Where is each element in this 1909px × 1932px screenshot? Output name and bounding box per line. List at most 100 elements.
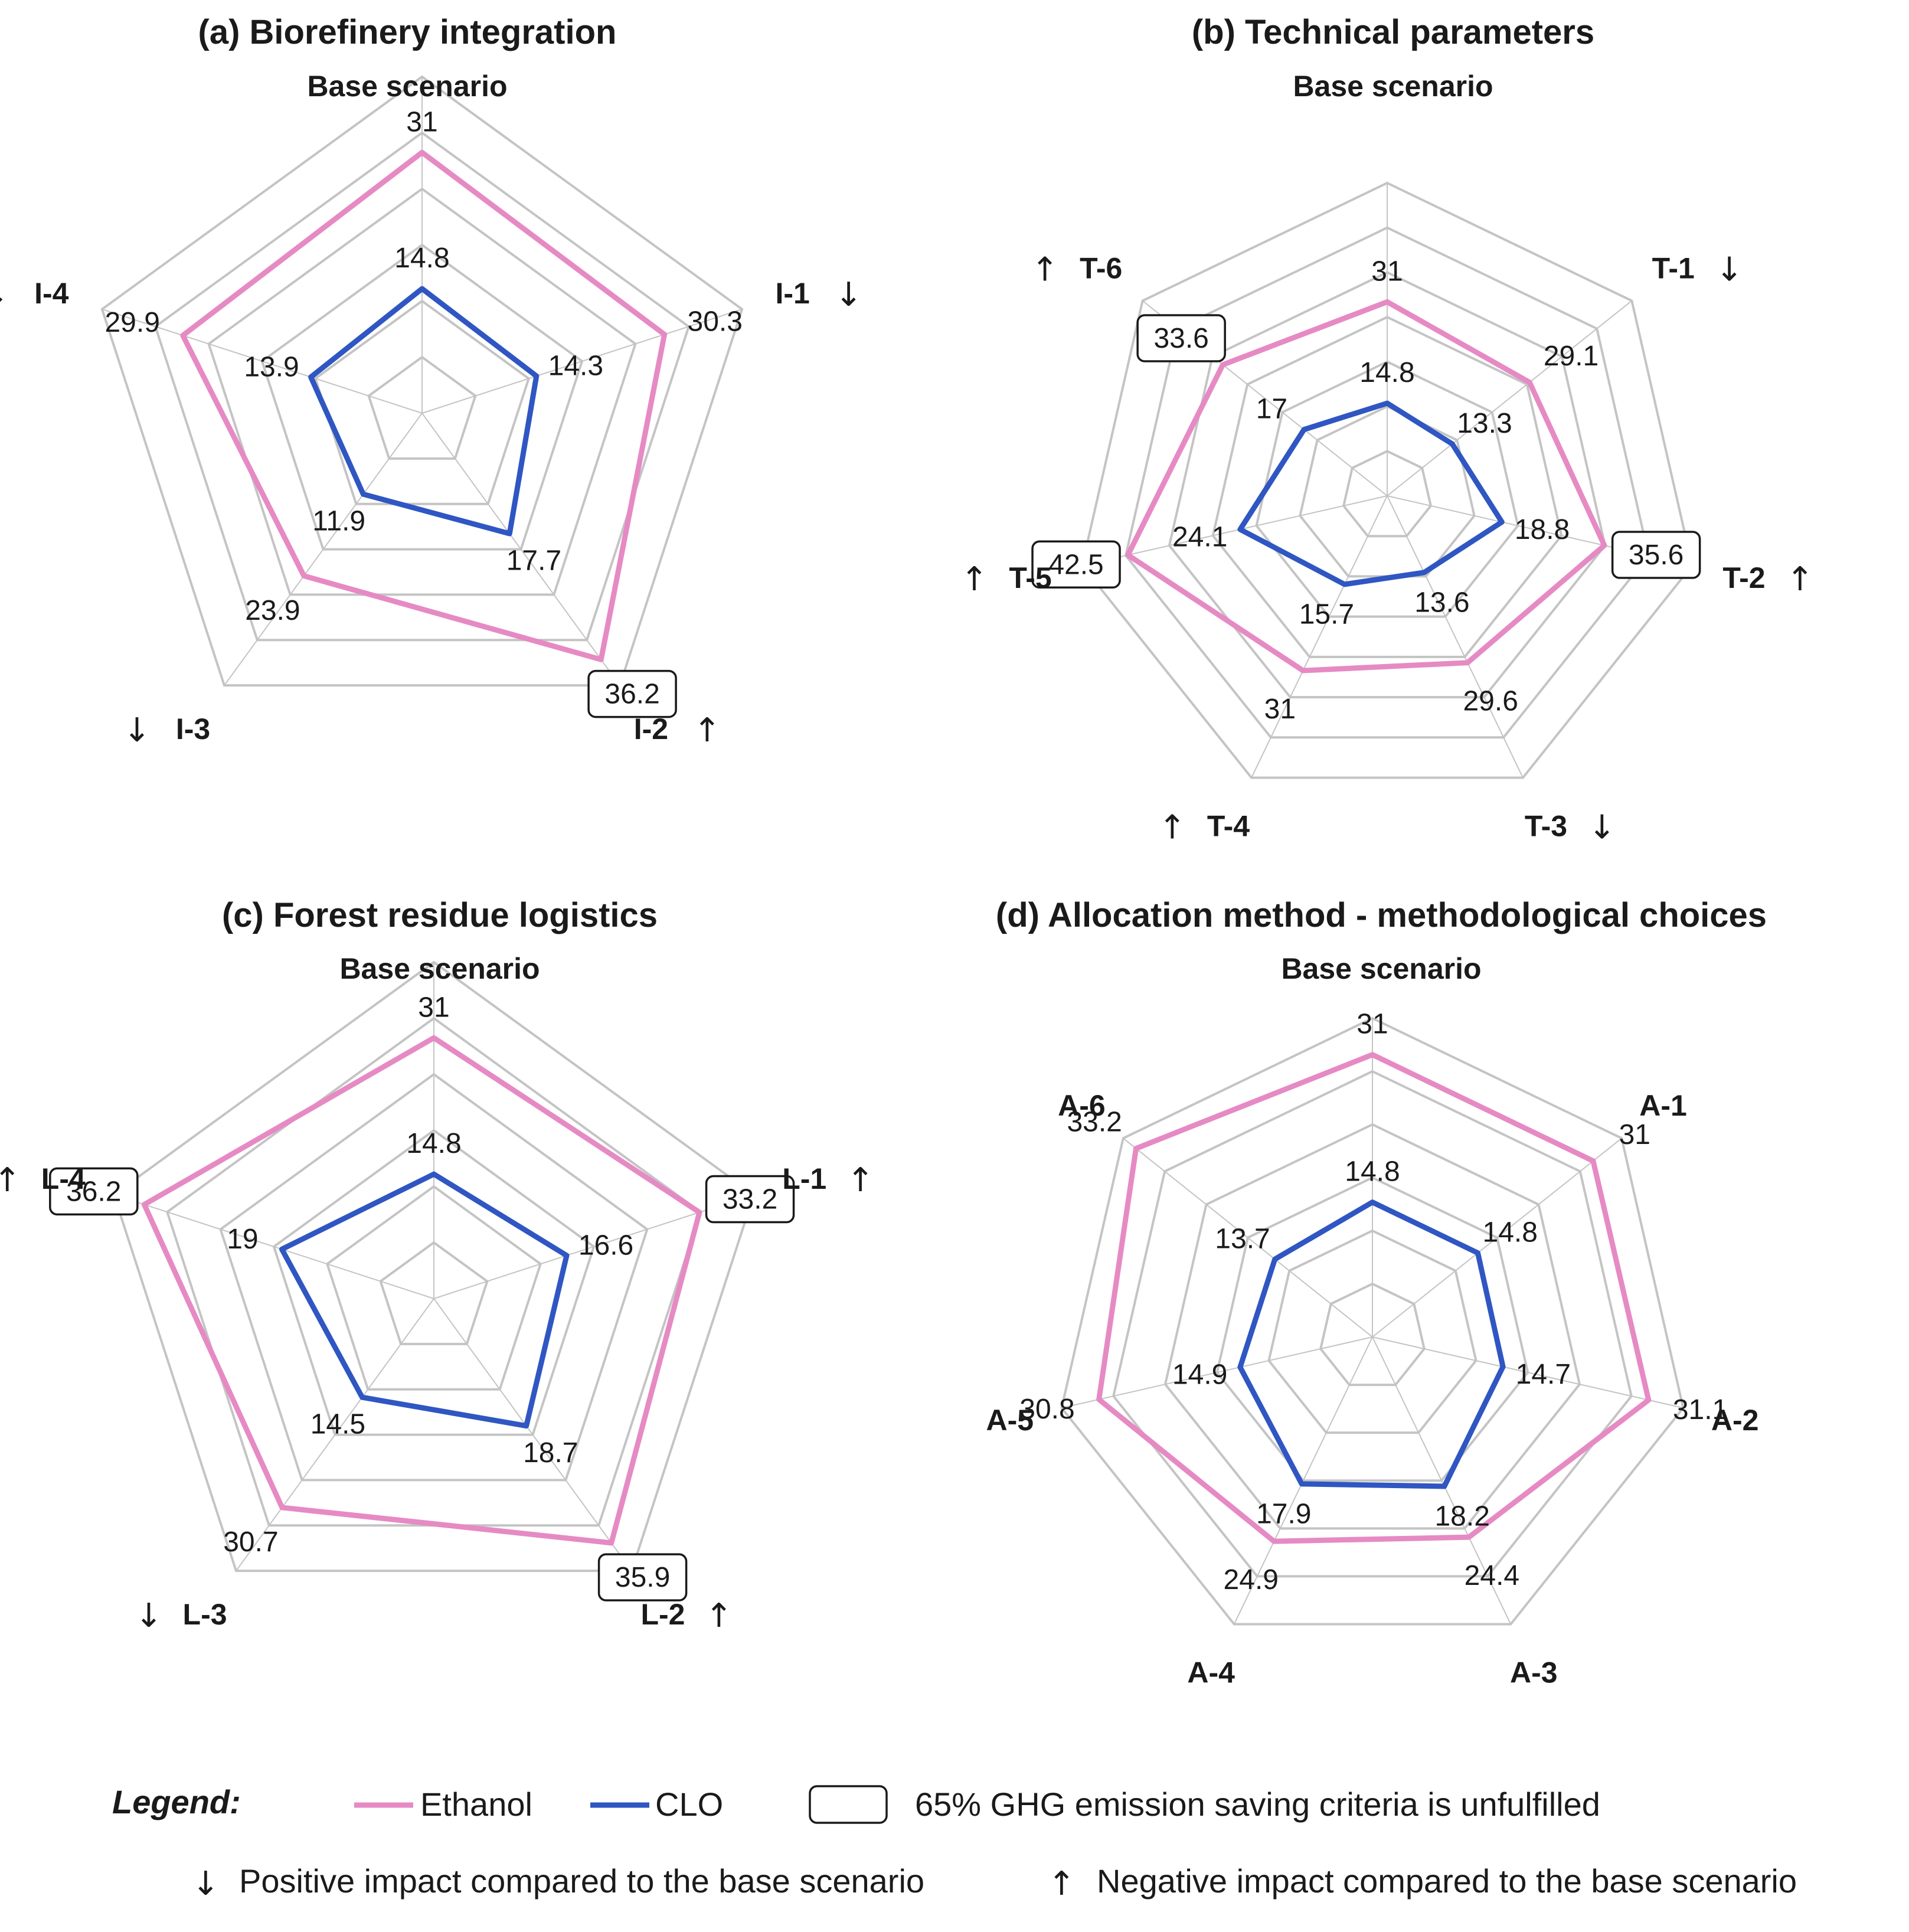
panel-d-axis-label: A-6 xyxy=(1058,1089,1106,1122)
panel-b-value-label: 14.8 xyxy=(1359,357,1414,388)
panel-a-point-clo xyxy=(309,375,313,379)
panel-b-grid-ring xyxy=(1168,271,1607,699)
panel-d-value-label: 31 xyxy=(1619,1119,1650,1150)
panel-c-point-clo xyxy=(564,1253,568,1257)
panel-a-axis-spoke xyxy=(224,413,423,686)
panel-d-grid-ring xyxy=(1267,1229,1477,1434)
panel-a-axis-label: Base scenario xyxy=(307,70,507,103)
panel-c-point-ethanol xyxy=(280,1505,284,1509)
panel-c-grid-ring xyxy=(325,1185,542,1391)
panel-d-axis-spoke xyxy=(1372,1336,1512,1624)
panel-a-point-ethanol xyxy=(302,574,306,578)
panel-b-value-label: 15.7 xyxy=(1299,599,1354,630)
panel-c-grid-ring xyxy=(219,1073,649,1482)
panel-b-impact-arrow-icon: ↑ xyxy=(1786,560,1814,599)
legend-up-arrow-icon: ↑ xyxy=(1048,1865,1076,1903)
panel-d-allocation-method: (d) Allocation method - methodological c… xyxy=(986,896,1767,1689)
panel-d-value-label: 14.9 xyxy=(1172,1359,1227,1391)
panel-a-grid-ring xyxy=(153,131,691,642)
panel-c-impact-arrow-icon: ↓ xyxy=(135,1597,163,1635)
panel-d-value-label: 14.7 xyxy=(1516,1359,1571,1390)
panel-a-series-clo xyxy=(308,286,540,537)
panel-d-axis-spoke xyxy=(1061,1336,1373,1409)
panel-b-value-label: 31 xyxy=(1371,256,1403,287)
panel-b-technical-parameters: (b) Technical parameters 31 29.1 35.6 29.6 31… xyxy=(960,13,1814,847)
panel-a-point-clo xyxy=(420,287,424,291)
panel-b-value-label: 29.6 xyxy=(1463,686,1518,717)
legend-down-note: Positive impact compared to the base sce… xyxy=(239,1862,924,1900)
panel-b-value-label: 13.6 xyxy=(1414,587,1469,618)
panel-c-value-label: 33.2 xyxy=(723,1184,777,1215)
panel-b-impact-arrow-icon: ↓ xyxy=(1715,250,1743,289)
panel-b-title: (b) Technical parameters xyxy=(1192,13,1594,51)
panel-b-axis-label: T-6 xyxy=(1080,251,1122,285)
panel-c-unfulfilled-box xyxy=(597,1553,688,1601)
panel-a-value-label: 17.7 xyxy=(506,545,561,576)
panel-c-impact-arrow-icon: ↑ xyxy=(705,1597,733,1635)
panel-c-value-label: 35.9 xyxy=(615,1562,670,1593)
panel-c-value-label: 16.6 xyxy=(578,1230,633,1261)
panel-c-grid-ring xyxy=(112,960,756,1573)
legend-ethanol-label: Ethanol xyxy=(420,1786,532,1823)
panel-c-axis-spoke xyxy=(113,1194,434,1299)
panel-a-impact-arrow-icon: ↑ xyxy=(693,711,721,750)
panel-b-value-label: 24.1 xyxy=(1172,521,1227,553)
panel-b-point-clo xyxy=(1450,442,1454,446)
panel-a-value-label: 13.9 xyxy=(244,351,299,383)
panel-a-title: (a) Biorefinery integration xyxy=(198,13,617,51)
panel-b-value-label: 29.1 xyxy=(1544,341,1599,372)
panel-b-grid-ring xyxy=(1255,360,1519,618)
panel-b-axis-spoke xyxy=(1082,495,1388,566)
panel-d-grid-ring xyxy=(1319,1282,1426,1387)
panel-a-value-label: 23.9 xyxy=(245,595,300,626)
panel-a-axis-spoke xyxy=(421,308,743,414)
panel-d-value-label: 18.2 xyxy=(1434,1501,1489,1532)
panel-b-axis-label: T-5 xyxy=(1009,561,1051,594)
panel-a-point-clo xyxy=(361,492,365,496)
panel-c-point-ethanol xyxy=(609,1541,613,1545)
panel-b-unfulfilled-box xyxy=(1611,531,1701,579)
panel-a-unfulfilled-box xyxy=(587,669,677,718)
panel-a-value-label: 36.2 xyxy=(604,679,659,710)
panel-b-axis-label: T-4 xyxy=(1207,810,1250,843)
panel-b-point-clo xyxy=(1385,401,1389,406)
panel-b-impact-arrow-icon: ↓ xyxy=(1588,809,1616,847)
panel-c-axis-label: Base scenario xyxy=(339,952,540,985)
panel-b-point-ethanol xyxy=(1126,553,1130,557)
panel-d-value-label: 33.2 xyxy=(1067,1107,1122,1138)
panel-a-value-label: 11.9 xyxy=(312,505,365,537)
panel-b-grid-ring xyxy=(1081,181,1694,779)
panel-b-value-label: 35.6 xyxy=(1629,540,1684,571)
panel-d-point-ethanol xyxy=(1272,1539,1276,1544)
panel-c-forest-residue-logistics: (c) Forest residue logistics 31 33.2 35.9 30… xyxy=(0,896,874,1635)
panel-d-value-label: 14.8 xyxy=(1345,1156,1400,1188)
legend-up-note: Negative impact compared to the base sce… xyxy=(1097,1862,1797,1900)
panel-c-unfulfilled-box xyxy=(49,1167,139,1216)
panel-b-value-label: 17 xyxy=(1256,394,1287,425)
panel-a-point-ethanol xyxy=(420,151,424,155)
panel-b-grid-ring xyxy=(1211,315,1563,658)
panel-a-point-clo xyxy=(508,532,512,536)
legend-box-swatch xyxy=(809,1785,888,1824)
panel-b-point-clo xyxy=(1500,520,1504,524)
legend: Legend: Ethanol CLO 65% GHG emission sav… xyxy=(112,1783,1797,1903)
panel-d-series-clo xyxy=(1237,1199,1506,1489)
panel-b-axis-label: T-3 xyxy=(1525,810,1567,843)
panel-c-series-ethanol xyxy=(141,1035,702,1546)
panel-d-point-ethanol xyxy=(1371,1052,1374,1057)
panel-c-axis-label: L-2 xyxy=(640,1598,685,1631)
legend-box-note: 65% GHG emission saving criteria is unfu… xyxy=(915,1786,1600,1823)
panel-b-impact-arrow-icon: ↑ xyxy=(960,560,988,599)
panel-c-point-ethanol xyxy=(697,1210,701,1214)
panel-d-axis-label: A-1 xyxy=(1639,1089,1687,1122)
panel-a-biorefinery-integration: (a) Biorefinery integration 31 30.3 36.2 23.… xyxy=(0,13,862,750)
panel-a-value-label: 14.3 xyxy=(548,351,603,382)
panel-b-point-ethanol xyxy=(1602,543,1606,547)
panel-c-point-clo xyxy=(524,1424,528,1428)
panel-c-axis-spoke xyxy=(236,1298,434,1571)
panel-d-axis-label: A-2 xyxy=(1711,1404,1759,1437)
panel-d-point-clo xyxy=(1442,1484,1446,1488)
panel-a-axis-label: I-1 xyxy=(776,277,810,310)
panel-d-value-label: 17.9 xyxy=(1256,1498,1311,1529)
